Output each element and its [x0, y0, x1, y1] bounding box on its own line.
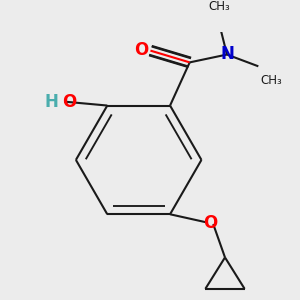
- Text: CH₃: CH₃: [208, 0, 230, 13]
- Text: CH₃: CH₃: [260, 74, 282, 87]
- Text: O: O: [134, 40, 149, 58]
- Text: H: H: [44, 93, 58, 111]
- Text: O: O: [203, 214, 218, 232]
- Text: O: O: [62, 93, 76, 111]
- Text: N: N: [220, 45, 234, 63]
